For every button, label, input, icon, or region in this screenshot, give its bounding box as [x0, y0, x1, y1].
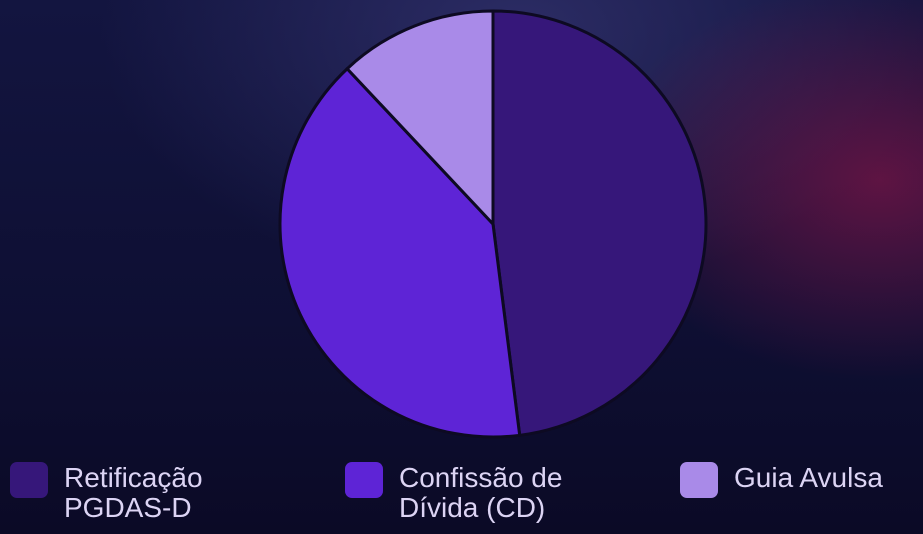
pie-slice: [345, 9, 495, 226]
legend-label: Confissão de Dívida (CD): [399, 462, 563, 523]
pie-slice: [491, 9, 708, 437]
legend-label: Guia Avulsa: [734, 462, 883, 493]
legend-swatch: [345, 462, 383, 498]
legend-swatch: [10, 462, 48, 498]
legend-label: Retificação PGDAS-D: [64, 462, 203, 523]
legend-item: Confissão de Dívida (CD): [345, 462, 614, 523]
pie-slice: [278, 67, 522, 439]
legend-item: Guia Avulsa: [680, 462, 923, 498]
legend-swatch: [680, 462, 718, 498]
legend-item: Retificação PGDAS-D: [10, 462, 254, 523]
